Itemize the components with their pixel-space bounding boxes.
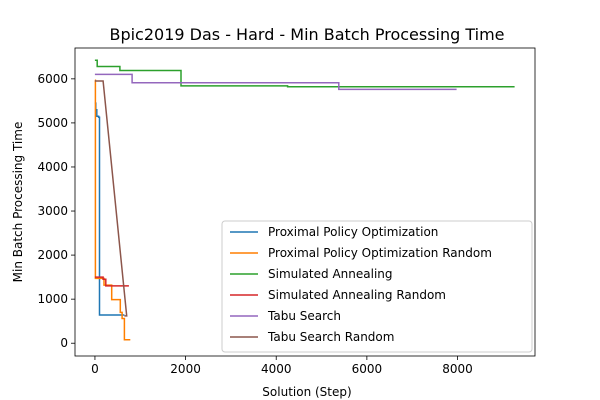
series-line-2 [94, 59, 515, 88]
y-axis-label: Min Batch Processing Time [11, 122, 25, 283]
legend-entry: Proximal Policy Optimization [268, 225, 438, 239]
legend-entry: Tabu Search [267, 309, 341, 323]
legend-entry: Proximal Policy Optimization Random [268, 246, 492, 260]
x-tick-label: 6000 [352, 362, 383, 376]
legend: Proximal Policy Optimization Proximal Pol… [221, 220, 533, 353]
y-axis: 0 1000 2000 3000 4000 5000 6000 [37, 72, 75, 350]
x-axis: 0 2000 4000 6000 8000 [91, 356, 473, 376]
y-tick-label: 2000 [37, 248, 68, 262]
legend-entry: Tabu Search Random [267, 330, 394, 344]
y-tick-label: 3000 [37, 204, 68, 218]
y-tick-label: 0 [60, 336, 68, 350]
y-tick-label: 6000 [37, 72, 68, 86]
x-tick-label: 8000 [442, 362, 473, 376]
series-line-3 [94, 276, 129, 287]
x-tick-label: 4000 [261, 362, 292, 376]
legend-entry: Simulated Annealing [268, 267, 393, 281]
y-tick-label: 4000 [37, 160, 68, 174]
y-tick-label: 5000 [37, 116, 68, 130]
series-line-4 [94, 73, 457, 91]
x-axis-label: Solution (Step) [262, 385, 351, 399]
series-line-1 [94, 79, 131, 341]
plot-frame [74, 47, 536, 357]
x-tick-label: 0 [91, 362, 99, 376]
legend-box [221, 220, 533, 353]
y-tick-label: 1000 [37, 292, 68, 306]
legend-entry: Simulated Annealing Random [268, 288, 446, 302]
x-tick-label: 2000 [170, 362, 201, 376]
chart-title: Bpic2019 Das - Hard - Min Batch Processi… [109, 25, 504, 44]
plot-area [74, 47, 536, 357]
series-line-5 [94, 80, 128, 317]
series-layer [94, 59, 515, 341]
